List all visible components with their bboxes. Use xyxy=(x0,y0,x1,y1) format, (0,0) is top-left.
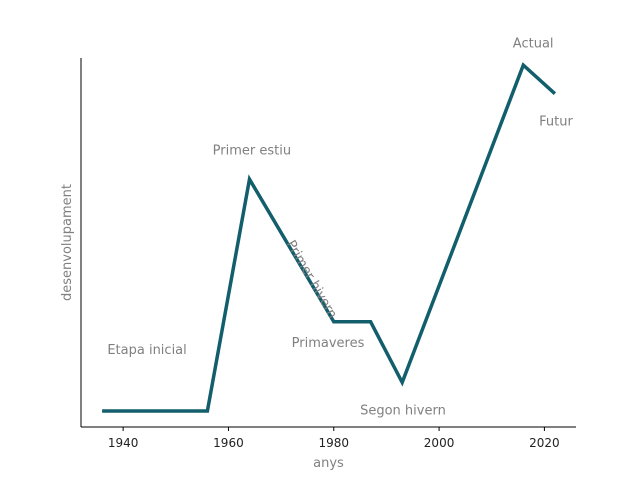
series-layer xyxy=(102,65,555,411)
series-line xyxy=(102,65,555,411)
annotations: Etapa inicial Primer estiu Primer hivern Pr… xyxy=(107,36,573,418)
x-tick-label: 1960 xyxy=(213,436,244,450)
annotation-label: Etapa inicial xyxy=(107,343,186,358)
annotation-label: Primer estiu xyxy=(213,143,291,158)
y-axis-label: desenvolupament xyxy=(60,184,75,301)
x-tick-label: 1980 xyxy=(318,436,349,450)
annotation-label: Primaveres xyxy=(292,336,365,351)
annotation-label: Futur xyxy=(539,115,573,130)
annotation-label: Segon hivern xyxy=(360,404,446,419)
annotation-label: Primer hivern xyxy=(283,238,340,321)
annotation-label: Actual xyxy=(513,36,554,51)
x-axis-label: anys xyxy=(313,456,344,471)
x-tick-label: 1940 xyxy=(108,436,139,450)
x-tick-label: 2000 xyxy=(424,436,455,450)
x-ticks: 1940 1960 1980 2000 2020 xyxy=(108,427,560,450)
x-tick-label: 2020 xyxy=(529,436,560,450)
axes xyxy=(81,58,576,427)
